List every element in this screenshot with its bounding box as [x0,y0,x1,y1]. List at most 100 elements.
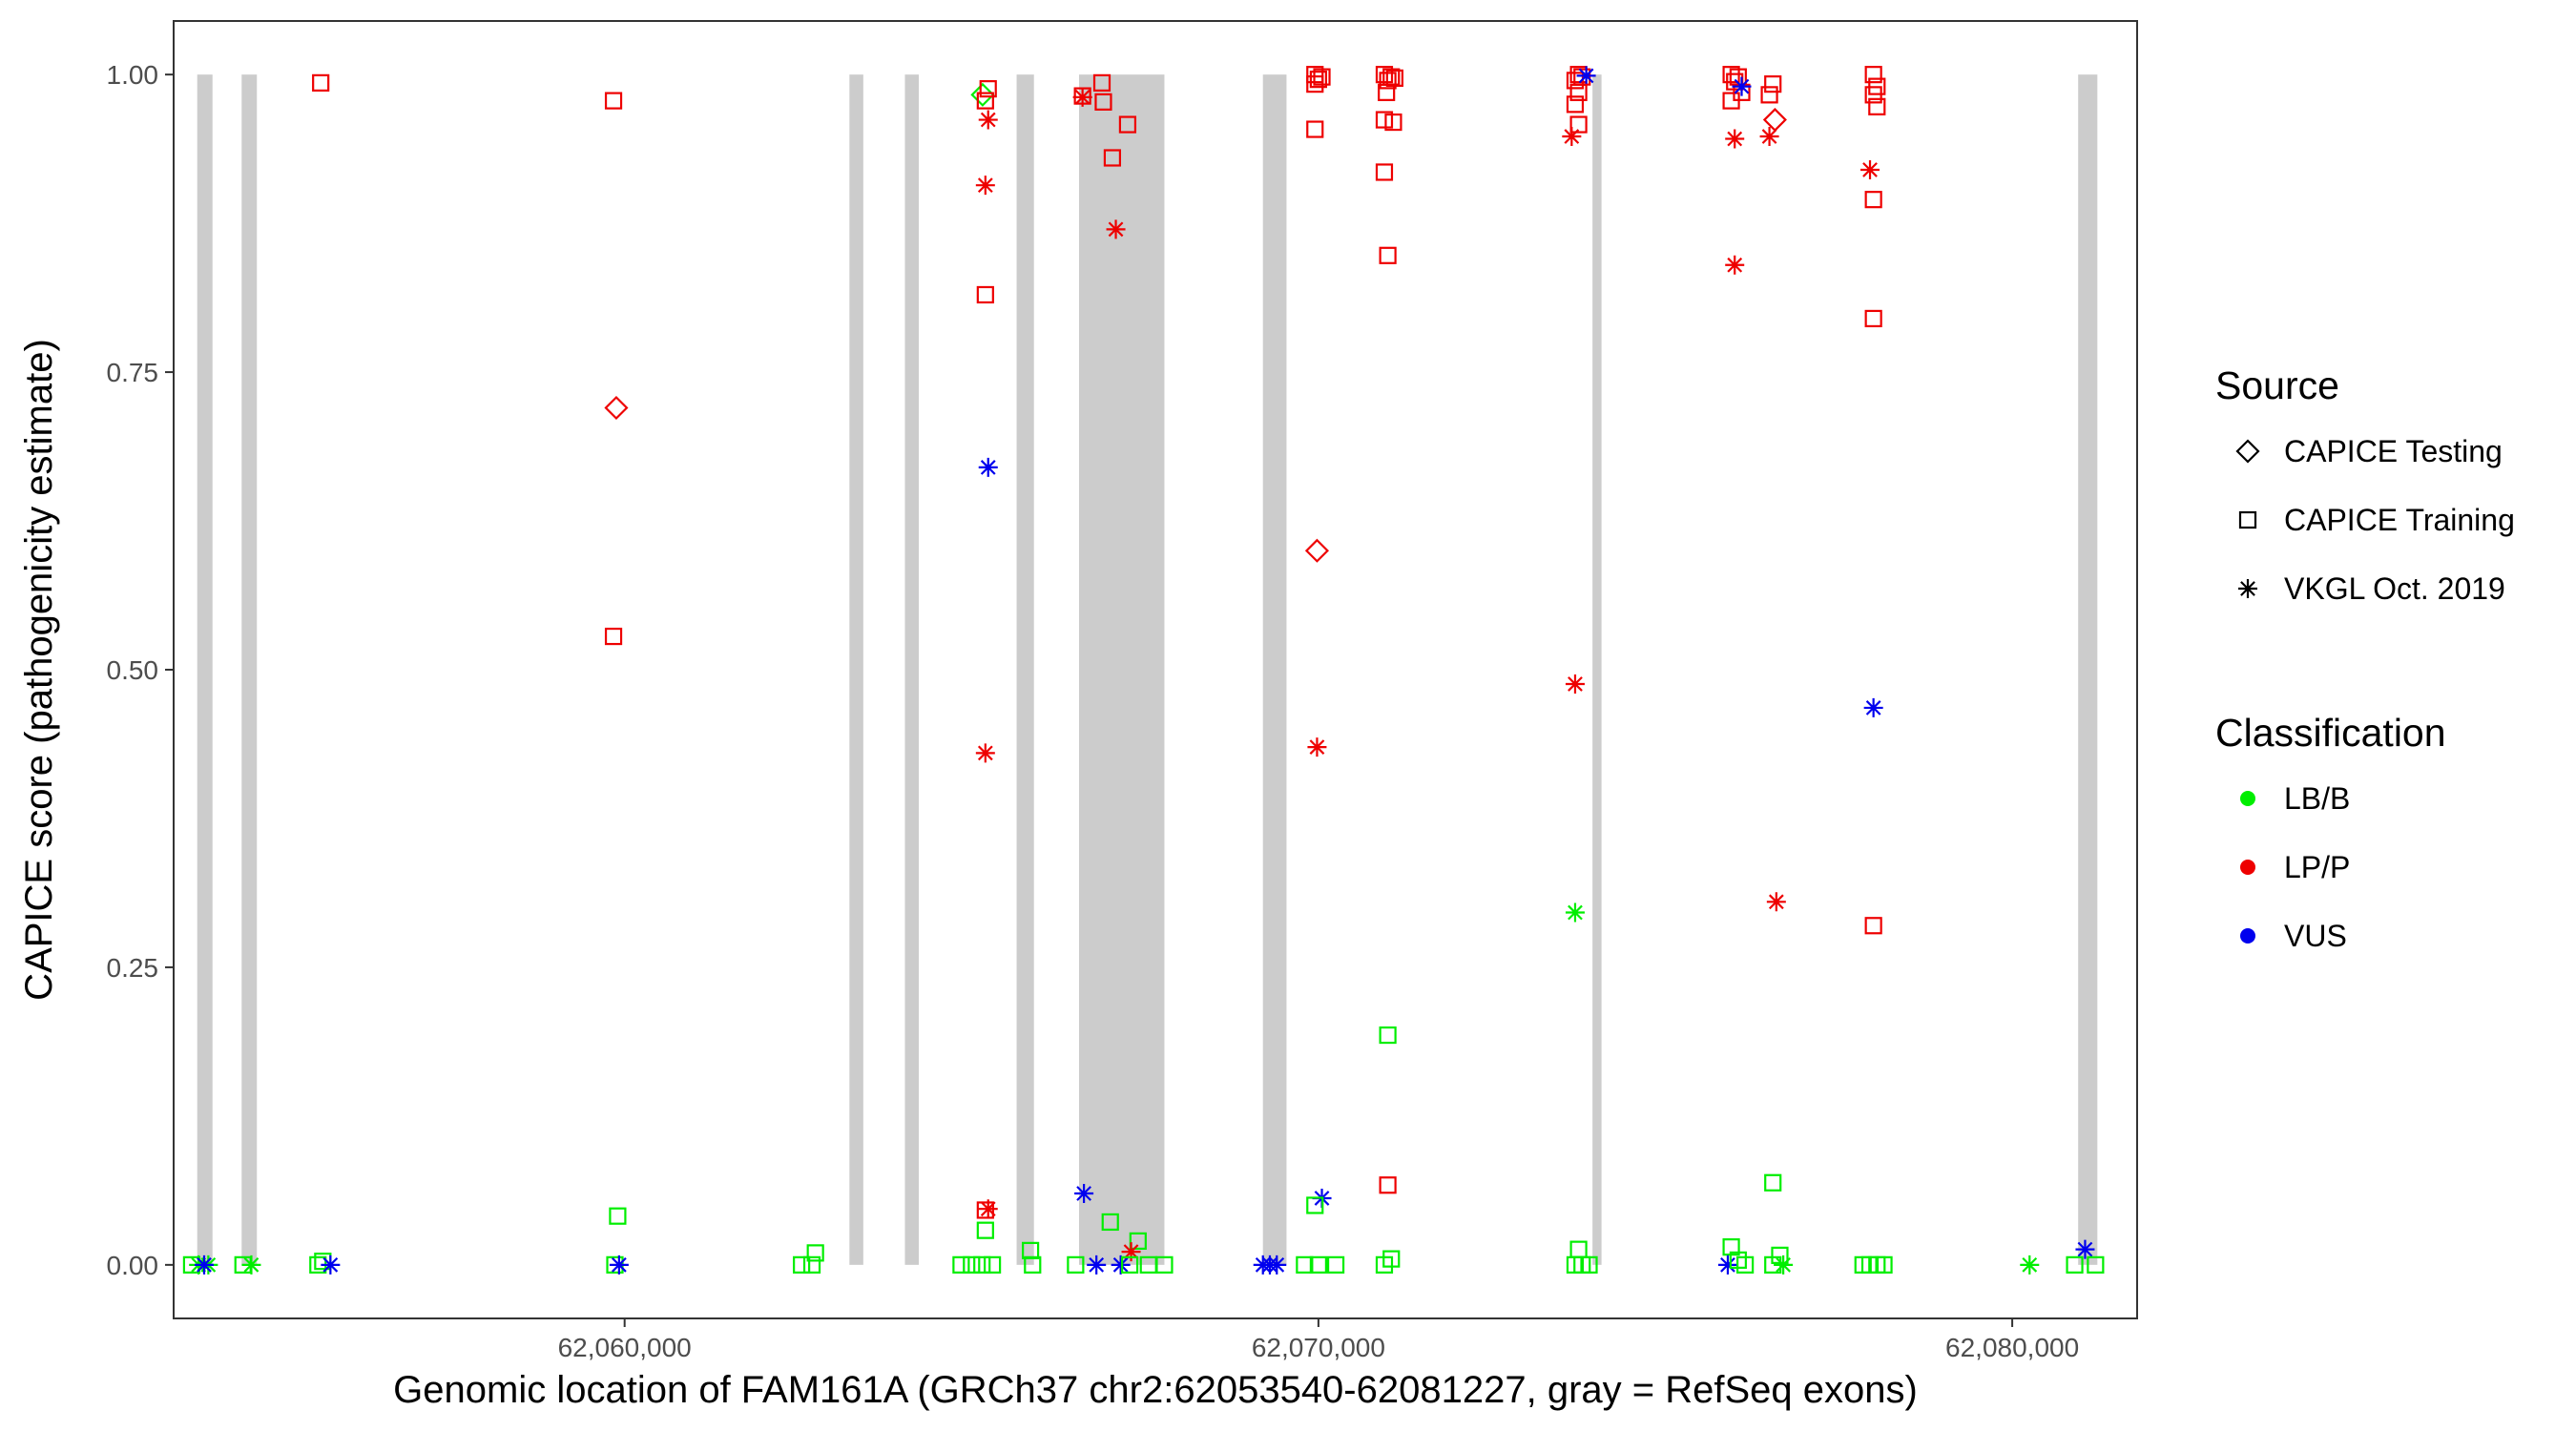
data-point-44 [1375,163,1394,181]
y-tick-label-4: 0.75 [107,358,159,387]
data-point-131 [2020,1255,2040,1275]
data-point-3 [604,395,629,421]
data-point-4 [604,627,623,646]
data-point-92 [321,1255,341,1275]
legend-title-classification: Classification [2215,711,2446,755]
data-point-46 [1379,1026,1397,1045]
data-point-2 [604,92,623,110]
data-point-113 [1296,1255,1314,1274]
data-point-68 [1760,86,1778,104]
data-point-64 [1732,76,1752,96]
data-point-63 [1722,92,1740,110]
data-point-97 [806,1244,824,1262]
legend-key-square [2238,510,2257,529]
data-point-24 [1074,1183,1094,1203]
data-point-10 [975,176,995,196]
data-point-41 [1378,83,1396,101]
data-point-99 [963,1255,981,1274]
data-point-1 [312,73,330,92]
data-point-87 [194,1255,214,1275]
x-axis-title: Genomic location of FAM161A (GRCh37 chr2… [393,1369,1918,1411]
y-tick-label-1: 0.00 [107,1251,159,1280]
legend-label-classification-1: LB/B [2284,781,2350,816]
data-point-5 [609,1207,627,1225]
exon-band-1 [197,74,213,1265]
exon-band-5 [1016,74,1034,1265]
x-tick-label-1: 62,060,000 [558,1333,692,1362]
data-point-96 [802,1255,821,1274]
exon-band-7 [1262,74,1287,1265]
legend-label-classification-2: LP/P [2284,850,2350,884]
data-point-20 [1094,93,1112,111]
x-tick-label-2: 62,070,000 [1252,1333,1385,1362]
data-point-133 [2087,1255,2105,1274]
data-point-106 [1111,1255,1131,1275]
data-point-130 [1875,1255,1893,1274]
data-point-79 [1864,191,1882,209]
data-point-115 [1326,1255,1345,1274]
data-point-76 [1864,86,1882,104]
legend-key-class-3 [2240,928,2255,944]
legend-label-source-2: CAPICE Training [2284,503,2515,537]
exon-band-9 [2078,74,2098,1265]
data-point-36 [1306,1196,1324,1214]
data-point-21 [1118,115,1137,134]
data-point-47 [1379,1176,1397,1194]
data-point-125 [1771,1246,1789,1264]
data-point-74 [1864,66,1882,84]
data-point-65 [1725,129,1745,149]
data-point-77 [1868,97,1886,115]
data-point-12 [978,457,998,477]
data-point-15 [976,1201,994,1219]
legend-label-classification-3: VUS [2284,919,2347,953]
data-point-82 [1864,917,1882,935]
data-point-11 [976,285,994,304]
data-point-112 [1267,1255,1287,1275]
data-point-107 [1120,1255,1139,1274]
data-point-55 [1562,127,1582,147]
legend-title-source: Source [2215,363,2339,407]
data-point-98 [952,1255,970,1274]
y-axis-title: CAPICE score (pathogenicity estimate) [18,339,60,1001]
data-point-18 [1073,87,1091,105]
data-point-81 [1863,697,1883,717]
exon-band-4 [904,74,920,1265]
data-point-43 [1384,113,1402,132]
data-point-104 [1067,1255,1085,1274]
data-point-120 [1580,1255,1598,1274]
data-point-53 [1566,95,1585,114]
data-point-34 [1307,737,1327,757]
data-point-100 [973,1255,991,1274]
data-point-80 [1864,309,1882,328]
axes: 0.00 0.25 0.50 0.75 1.00 62,060,000 62,070,000… [107,60,2080,1362]
exon-band-6 [1079,74,1165,1265]
data-point-67 [1764,75,1782,93]
data-point-27 [1121,1242,1141,1262]
legend-label-source-1: CAPICE Testing [2284,434,2503,468]
data-point-22 [1103,149,1122,167]
data-point-7 [979,80,997,98]
legend-key-class-2 [2240,860,2255,875]
y-tick-label-5: 1.00 [107,60,159,90]
data-point-57 [1565,902,1585,923]
data-point-54 [1569,115,1588,134]
legend: Source Classification CAPICE Testing CAPI… [2215,363,2515,953]
data-point-6 [970,82,995,107]
data-point-51 [1576,66,1596,86]
data-point-45 [1379,246,1397,264]
data-point-56 [1565,674,1585,694]
data-point-8 [976,92,994,110]
data-point-117 [1382,1250,1401,1268]
data-point-89 [241,1255,261,1275]
exon-bands [197,74,2098,1265]
legend-key-class-1 [2240,791,2255,806]
data-point-71 [1766,892,1786,912]
data-point-72 [1764,1173,1782,1192]
data-point-33 [1304,538,1329,563]
legend-label-source-3: VKGL Oct. 2019 [2284,571,2505,606]
data-point-19 [1092,73,1111,92]
data-point-123 [1736,1255,1755,1274]
data-points [182,66,2105,1275]
